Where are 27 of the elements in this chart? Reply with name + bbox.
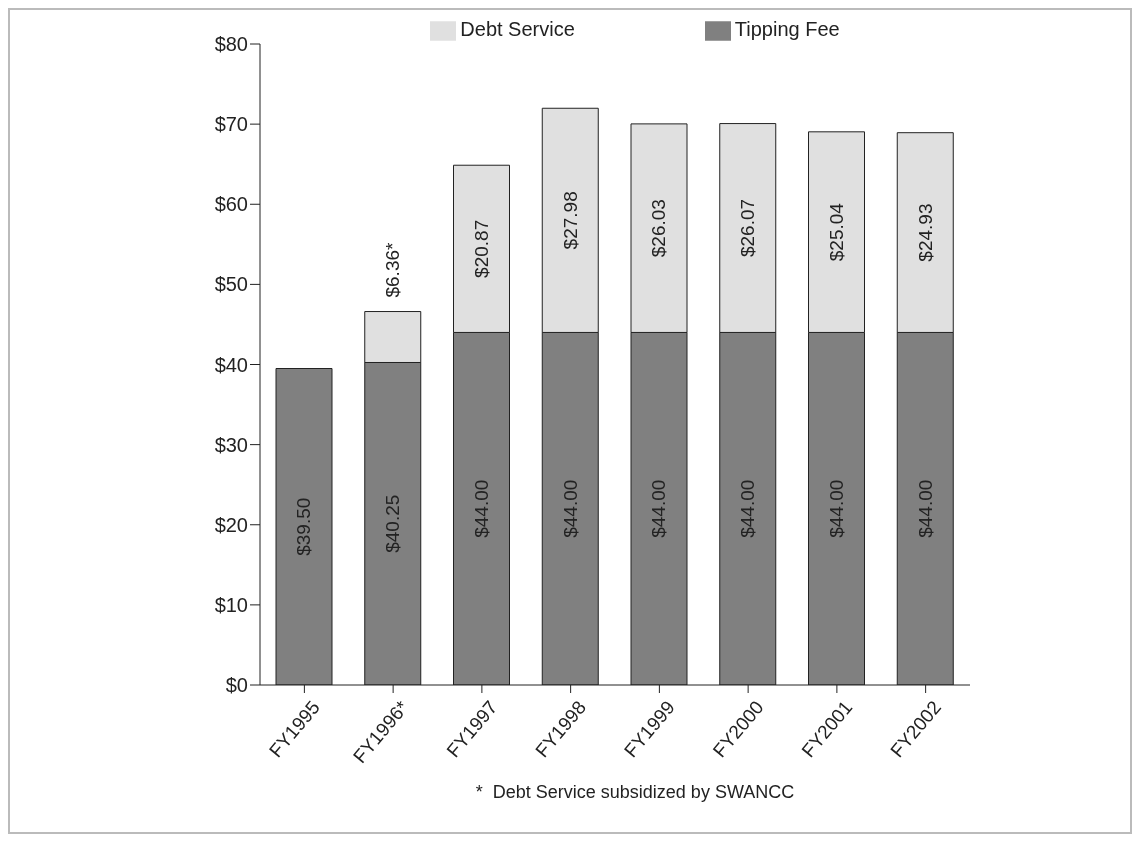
text: * Debt Service subsidized by SWANCC — [474, 782, 796, 803]
y-tick-label: $60 — [214, 193, 248, 216]
data-label: $44.00 — [826, 479, 847, 538]
data-label: $44.00 — [471, 479, 492, 538]
data-label: $39.50 — [293, 497, 315, 556]
data-label: $6.36* — [382, 241, 404, 298]
y-tick-label: $40 — [214, 353, 248, 376]
y-tick-label: $0 — [225, 674, 248, 697]
data-label: $40.25 — [382, 494, 404, 553]
legend-label: Debt Service — [460, 18, 575, 41]
data-label: $44.00 — [559, 479, 581, 538]
legend-label: Tipping Fee — [734, 18, 840, 41]
data-label: $44.00 — [648, 479, 670, 538]
data-label: $44.00 — [737, 479, 759, 538]
data-label: $44.00 — [914, 479, 936, 538]
data-label: $24.93 — [914, 203, 936, 262]
y-tick-label: $50 — [214, 273, 248, 296]
y-tick-label: $30 — [214, 433, 248, 456]
y-tick-label: $70 — [214, 113, 248, 136]
data-label: $26.07 — [737, 198, 759, 258]
y-tick-label: $80 — [214, 33, 248, 56]
data-label: $27.98 — [559, 191, 581, 250]
data-label: $26.03 — [648, 199, 670, 258]
y-tick-label: $10 — [214, 593, 248, 616]
y-tick-label: $20 — [214, 513, 248, 536]
data-label: $25.04 — [826, 202, 847, 262]
data-label: $20.87 — [471, 219, 492, 278]
